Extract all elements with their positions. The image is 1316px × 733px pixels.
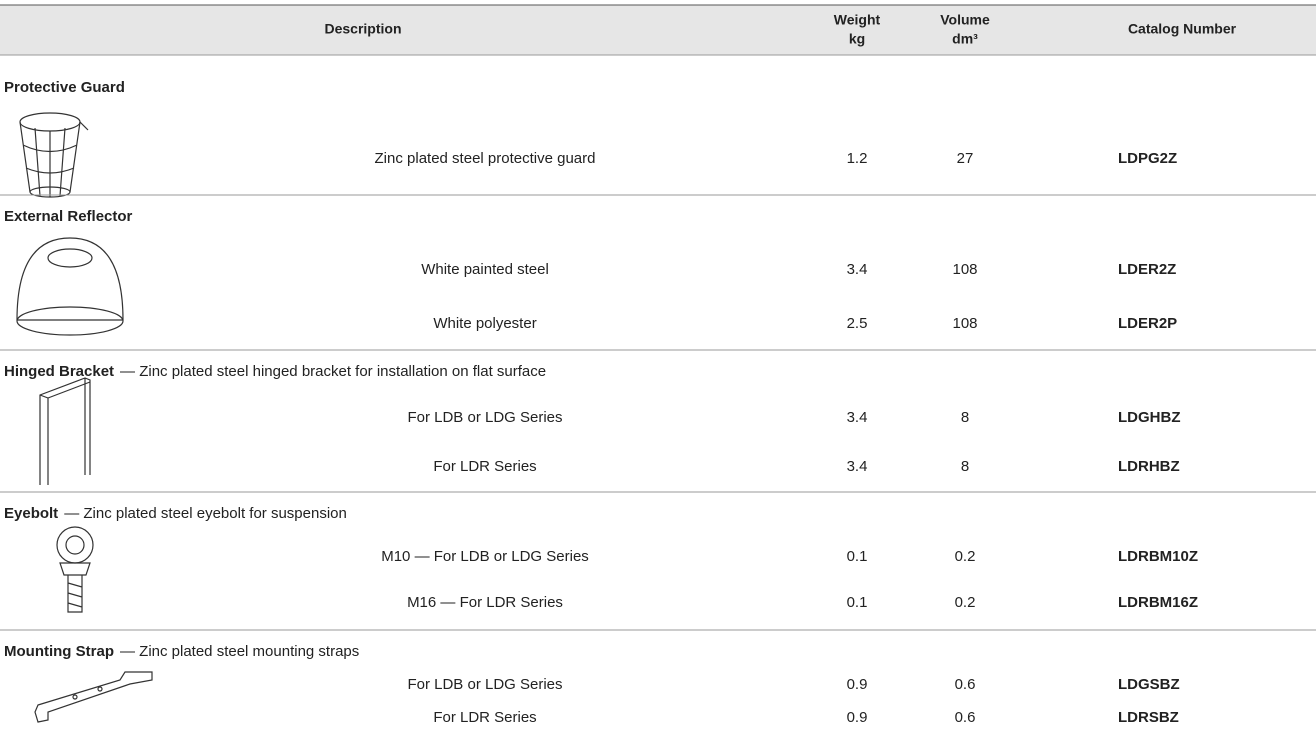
volume: 0.6 <box>955 676 976 693</box>
volume: 0.6 <box>955 709 976 726</box>
catalog-number: LDRSBZ <box>1118 709 1179 726</box>
catalog-number: LDRBM10Z <box>1118 548 1198 565</box>
weight: 0.1 <box>847 548 868 565</box>
description: Zinc plated steel protective guard <box>375 150 596 167</box>
header-catalog: Catalog Number <box>1128 21 1237 37</box>
reflector-icon <box>16 237 124 336</box>
catalog-number: LDER2P <box>1118 315 1177 332</box>
section-title: External Reflector <box>4 208 133 225</box>
section-note: — Zinc plated steel mounting straps <box>120 643 359 660</box>
header-band <box>0 5 1316 55</box>
volume: 108 <box>952 315 977 332</box>
section-title: Mounting Strap — Zinc plated steel mounti… <box>4 643 359 660</box>
catalog-number: LDRBM16Z <box>1118 594 1198 611</box>
strap-icon <box>34 671 153 723</box>
description: M10 — For LDB or LDG Series <box>381 548 589 565</box>
bracket-icon <box>39 377 91 485</box>
header-volume: Volume <box>940 12 990 28</box>
weight: 3.4 <box>847 261 868 278</box>
description: M16 — For LDR Series <box>407 594 563 611</box>
weight: 2.5 <box>847 315 868 332</box>
description: For LDB or LDG Series <box>407 409 562 426</box>
section-name: Mounting Strap <box>4 643 114 660</box>
section-name: Protective Guard <box>4 79 125 96</box>
header-volume-unit: dm³ <box>952 31 978 47</box>
weight: 0.9 <box>847 709 868 726</box>
section-title: Eyebolt — Zinc plated steel eyebolt for s… <box>4 505 347 522</box>
section-note: — Zinc plated steel eyebolt for suspensi… <box>64 505 347 522</box>
weight: 3.4 <box>847 458 868 475</box>
header-description: Description <box>324 21 401 37</box>
guard-icon <box>19 112 89 198</box>
description: White painted steel <box>421 261 549 278</box>
weight: 1.2 <box>847 150 868 167</box>
header-weight: Weight <box>834 12 881 28</box>
description: For LDR Series <box>433 458 536 475</box>
section-name: Hinged Bracket <box>4 363 114 380</box>
description: White polyester <box>433 315 536 332</box>
catalog-number: LDRHBZ <box>1118 458 1180 475</box>
catalog-number: LDGSBZ <box>1118 676 1180 693</box>
header-weight-unit: kg <box>849 31 865 47</box>
section-name: External Reflector <box>4 208 133 225</box>
volume: 0.2 <box>955 594 976 611</box>
volume: 108 <box>952 261 977 278</box>
description: For LDB or LDG Series <box>407 676 562 693</box>
section-title: Hinged Bracket — Zinc plated steel hinged… <box>4 363 546 380</box>
catalog-number: LDER2Z <box>1118 261 1176 278</box>
section-title: Protective Guard <box>4 79 125 96</box>
catalog-number: LDPG2Z <box>1118 150 1177 167</box>
weight: 3.4 <box>847 409 868 426</box>
volume: 8 <box>961 409 969 426</box>
volume: 27 <box>957 150 974 167</box>
catalog-number: LDGHBZ <box>1118 409 1181 426</box>
description: For LDR Series <box>433 709 536 726</box>
section-note: — Zinc plated steel hinged bracket for i… <box>120 363 546 380</box>
weight: 0.9 <box>847 676 868 693</box>
weight: 0.1 <box>847 594 868 611</box>
volume: 0.2 <box>955 548 976 565</box>
volume: 8 <box>961 458 969 475</box>
section-name: Eyebolt <box>4 505 58 522</box>
eyebolt-icon <box>56 526 94 613</box>
